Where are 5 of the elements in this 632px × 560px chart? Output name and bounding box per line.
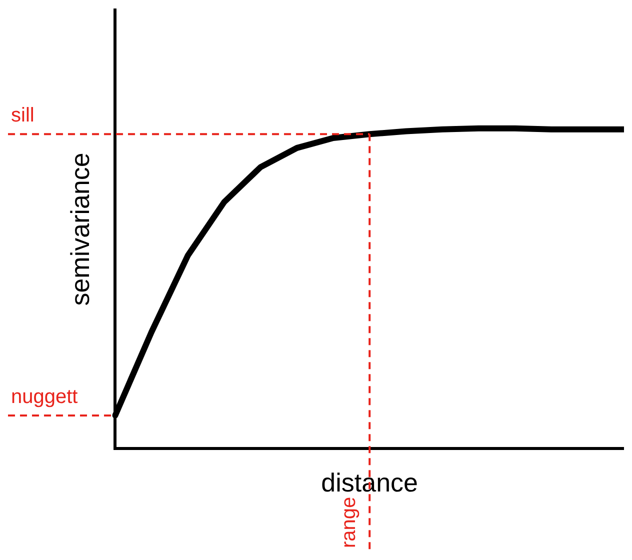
y-axis-title: semivariance: [64, 152, 95, 306]
ref-line-label: sill: [11, 104, 34, 127]
ref-line-label: nuggett: [11, 386, 78, 408]
x-axis-title: distance: [321, 468, 418, 498]
text: range: [338, 496, 360, 548]
